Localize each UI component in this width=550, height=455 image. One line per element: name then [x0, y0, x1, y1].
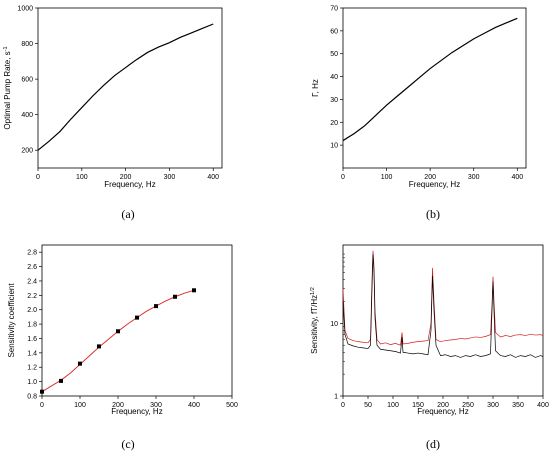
- panel-c-x-tick-label: 200: [112, 402, 124, 409]
- panel-c-data-point: [78, 361, 82, 366]
- panel-c-x-tick-label: 300: [150, 402, 162, 409]
- panel-c-y-tick-label: 2.8: [27, 250, 37, 257]
- panel-c-data-point: [116, 329, 120, 334]
- panel-d-x-tick-label: 200: [437, 402, 449, 409]
- panel-b-y-tick-label: 20: [330, 120, 338, 127]
- panel-b-y-axis-label: Γ, Hz: [311, 79, 320, 97]
- panel-c-plot-frame: [41, 244, 233, 397]
- panel-d-x-tick-label: 0: [341, 402, 345, 409]
- panel-c-data-point: [97, 344, 101, 349]
- panel-d-series-line-1: [342, 254, 544, 358]
- panel-a-y-tick-label: 200: [21, 148, 33, 155]
- panel-a-y-axis-label-superscript: -1: [3, 46, 9, 51]
- panel-d-x-tick-label: 300: [487, 402, 499, 409]
- panel-c-y-tick-label: 1.8: [27, 322, 37, 329]
- panel-c-y-tick-label: 2.2: [27, 293, 37, 300]
- panel-a-x-axis-label: Frequency, Hz: [104, 180, 155, 189]
- panel-b-x-tick-label: 300: [468, 174, 480, 181]
- panel-b-series-line-0: [342, 17, 518, 142]
- panel-c-y-tick-label: 1.6: [27, 336, 37, 343]
- panel-c-y-tick-label: 1.0: [27, 379, 37, 386]
- panel-a-x-tick-label: 0: [36, 174, 40, 181]
- panel-d-x-tick-label: 400: [537, 402, 549, 409]
- panel-d-x-tick-label: 100: [387, 402, 399, 409]
- panel-d-x-tick-label: 150: [412, 402, 424, 409]
- panel-a-x-tick-label: 100: [76, 174, 88, 181]
- panel-d-x-tick-label: 250: [462, 402, 474, 409]
- panel-b-y-tick-label: 50: [330, 51, 338, 58]
- panel-d-y-tick-label: 10: [330, 321, 338, 328]
- panel-a-series-line-0: [37, 23, 214, 151]
- panel-a-y-tick-label: 600: [21, 77, 33, 84]
- panel-d-y-tick-label: 1: [334, 394, 338, 401]
- panel-c-y-tick-label: 1.2: [27, 365, 37, 372]
- panel-a-y-tick-label: 800: [21, 41, 33, 48]
- panel-c-data-point: [135, 315, 139, 320]
- panel-c-data-point: [40, 389, 44, 394]
- panel-b-y-tick-label: 70: [330, 6, 338, 13]
- panel-c-data-point: [173, 294, 177, 299]
- panel-c-y-tick-label: 2.6: [27, 264, 37, 271]
- panel-c-y-tick-label: 0.8: [27, 394, 37, 401]
- panel-c: 0 100 200 300 400 500 0.8 1.0 1.2 1.4 1.6 1.8 2.0 2.2…: [7, 244, 238, 416]
- panel-d-label: (d): [426, 437, 440, 451]
- panel-b: 0 100 200 300 400 10 20 30 40 50 60 70 Frequency, Hz…: [311, 6, 527, 189]
- panel-c-data-point: [59, 378, 63, 383]
- panel-a-plot-frame: [37, 7, 223, 169]
- panel-b-x-tick-label: 400: [511, 174, 523, 181]
- panel-a-y-tick-label: 1000: [17, 6, 33, 13]
- panel-c-data-point: [154, 304, 158, 309]
- panel-d-x-tick-label: 50: [364, 402, 372, 409]
- panel-c-x-tick-label: 400: [188, 402, 200, 409]
- panel-a-label: (a): [121, 207, 134, 221]
- panel-b-y-tick-label: 10: [330, 143, 338, 150]
- panel-b-y-tick-label: 60: [330, 28, 338, 35]
- panel-c-y-tick-label: 2.4: [27, 278, 37, 285]
- panel-b-label: (b): [426, 207, 440, 221]
- panel-c-y-tick-label: 2.0: [27, 307, 37, 314]
- panel-b-y-tick-label: 40: [330, 74, 338, 81]
- panel-c-label: (c): [121, 437, 134, 451]
- panel-a-x-tick-label: 300: [164, 174, 176, 181]
- panel-b-y-tick-label: 30: [330, 97, 338, 104]
- panel-d-x-axis-label: Frequency, Hz: [417, 407, 468, 416]
- panel-d-y-axis-label: Sensitivity, fT/Hz1/2: [310, 287, 319, 354]
- panel-d-plot-frame: [342, 244, 544, 397]
- panel-c-y-axis-label: Sensitivity coefficient: [7, 283, 16, 358]
- panel-a-y-tick-label: 400: [21, 112, 33, 119]
- panel-a-x-tick-label: 200: [120, 174, 132, 181]
- panel-c-fit-line: [41, 289, 195, 393]
- panel-c-x-tick-label: 0: [40, 402, 44, 409]
- panel-a-y-axis-label: Optimal Pump Rate, s-1: [3, 46, 12, 129]
- panel-a-x-tick-label: 400: [207, 174, 219, 181]
- panel-c-x-axis-label: Frequency, Hz: [111, 407, 162, 416]
- panel-b-plot-frame: [342, 7, 527, 169]
- panel-d-x-tick-label: 350: [512, 402, 524, 409]
- panel-b-x-axis-label: Frequency, Hz: [409, 180, 460, 189]
- panel-b-x-tick-label: 100: [381, 174, 393, 181]
- panel-c-data-point: [192, 288, 196, 293]
- panel-c-y-tick-label: 1.4: [27, 350, 37, 357]
- panel-c-x-tick-label: 500: [226, 402, 238, 409]
- panel-b-x-tick-label: 0: [341, 174, 345, 181]
- panel-c-x-tick-label: 100: [74, 402, 86, 409]
- panel-d: 0 50 100 150 200 250 300 350 400 1 10 Frequency, Hz…: [310, 244, 549, 416]
- panel-d-y-axis-label-superscript: 1/2: [310, 287, 316, 295]
- panel-b-x-tick-label: 200: [424, 174, 436, 181]
- panel-a: 0 100 200 300 400 200 400 600 800 1000 Frequency, …: [3, 6, 223, 189]
